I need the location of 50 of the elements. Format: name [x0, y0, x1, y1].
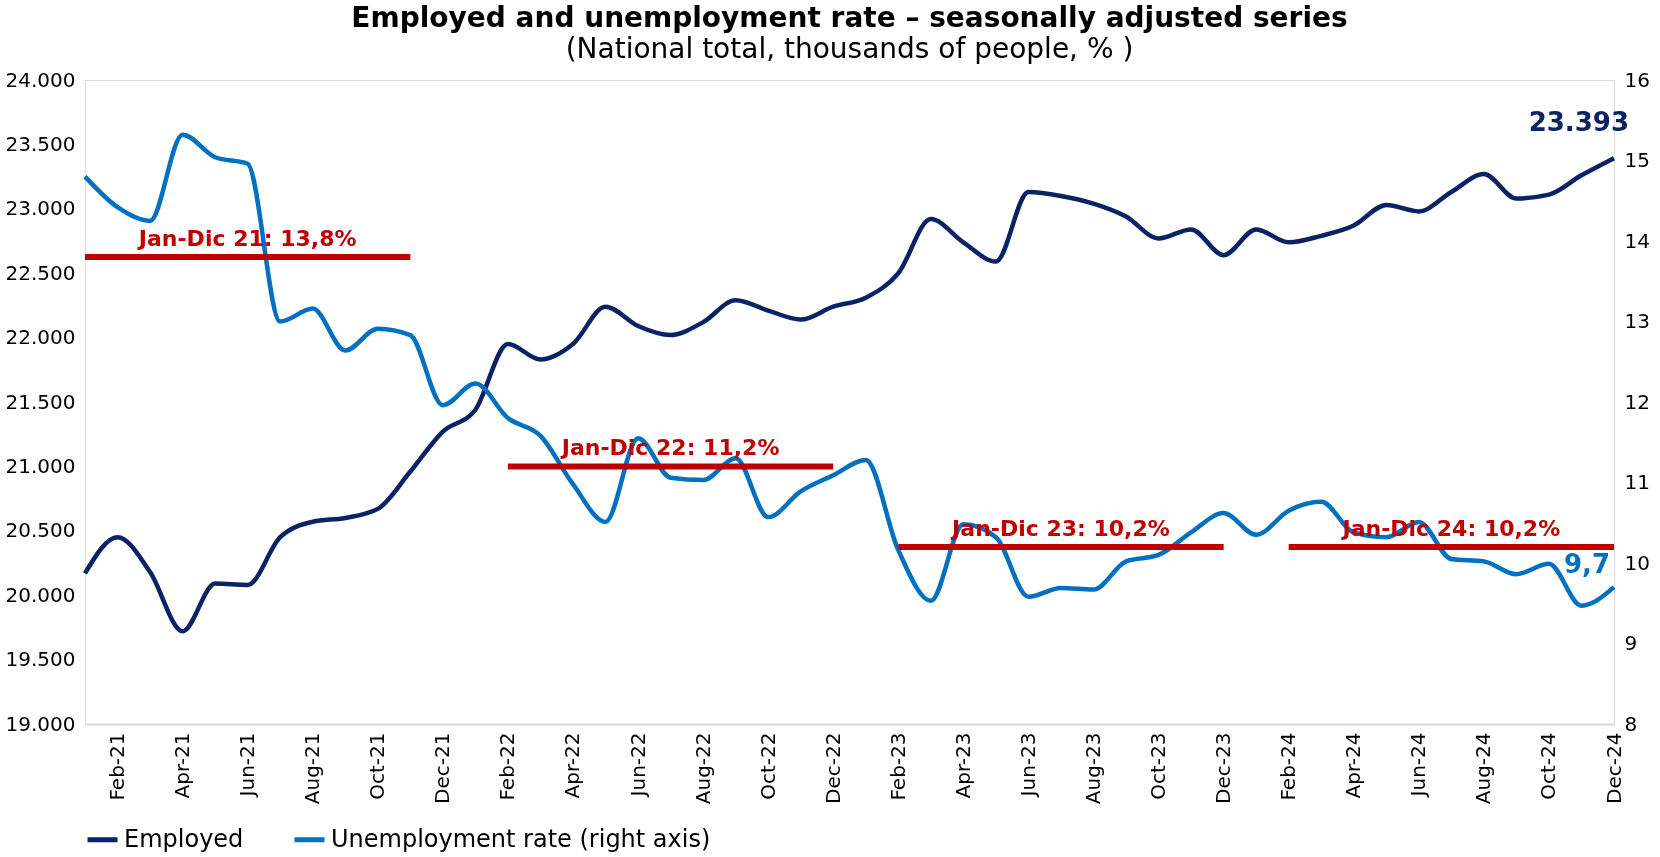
y2-tick-label: 14 — [1624, 228, 1650, 253]
x-tick-label: Dec-24 — [1601, 732, 1626, 804]
y2-tick-label: 9 — [1624, 631, 1638, 655]
x-tick-label: Aug-21 — [300, 732, 325, 805]
x-tick-label: Apr-21 — [170, 732, 195, 799]
x-tick-label: Oct-22 — [755, 732, 780, 800]
y2-tick-label: 15 — [1624, 148, 1650, 172]
y-tick-label: 21.000 — [5, 453, 76, 478]
data-label: 23.393 — [1528, 107, 1629, 138]
x-tick-label: Dec-23 — [1211, 732, 1236, 804]
y-tick-label: 21.500 — [5, 389, 76, 414]
legend-label: Unemployment rate (right axis) — [331, 824, 711, 853]
x-tick-label: Apr-23 — [950, 732, 975, 799]
y-tick-label: 22.000 — [5, 325, 76, 350]
x-tick-label: Oct-23 — [1146, 732, 1171, 800]
x-tick-label: Apr-22 — [560, 732, 585, 799]
y-tick-label: 20.500 — [5, 518, 76, 543]
chart-title: Employed and unemployment rate – seasonally adjusted series — [351, 1, 1348, 34]
y-tick-label: 23.000 — [5, 196, 76, 221]
x-tick-label: Aug-24 — [1471, 732, 1496, 805]
x-tick-label: Jun-23 — [1015, 732, 1040, 799]
y-tick-label: 24.000 — [5, 67, 76, 92]
y-tick-label: 20.000 — [5, 582, 76, 607]
y2-tick-label: 8 — [1624, 711, 1638, 736]
x-tick-label: Oct-24 — [1536, 732, 1561, 800]
y2-tick-label: 10 — [1624, 550, 1650, 575]
x-tick-label: Feb-23 — [885, 732, 910, 801]
y2-tick-label: 12 — [1624, 389, 1650, 414]
y-tick-label: 23.500 — [5, 131, 76, 156]
y-tick-label: 19.500 — [5, 647, 76, 672]
x-tick-label: Dec-21 — [430, 732, 455, 804]
x-tick-label: Dec-22 — [820, 732, 845, 804]
x-tick-label: Feb-22 — [495, 732, 520, 801]
x-tick-label: Apr-24 — [1341, 732, 1366, 799]
data-label: 9,7 — [1563, 549, 1610, 580]
x-tick-label: Oct-21 — [365, 732, 390, 800]
x-tick-label: Jun-24 — [1406, 732, 1431, 799]
x-tick-label: Feb-21 — [105, 732, 130, 801]
y-tick-label: 22.500 — [5, 260, 76, 285]
y2-tick-label: 11 — [1624, 470, 1650, 494]
chart-subtitle: (National total, thousands of people, % ) — [565, 32, 1134, 65]
x-tick-label: Feb-24 — [1276, 732, 1301, 801]
x-tick-label: Aug-22 — [690, 732, 715, 805]
x-tick-label: Aug-23 — [1080, 732, 1105, 805]
x-tick-label: Jun-22 — [625, 732, 650, 799]
y2-tick-label: 16 — [1624, 67, 1650, 92]
legend-label: Employed — [124, 824, 244, 853]
x-tick-label: Jun-21 — [235, 732, 260, 799]
y2-tick-label: 13 — [1624, 309, 1650, 333]
y-tick-label: 19.000 — [5, 711, 76, 736]
